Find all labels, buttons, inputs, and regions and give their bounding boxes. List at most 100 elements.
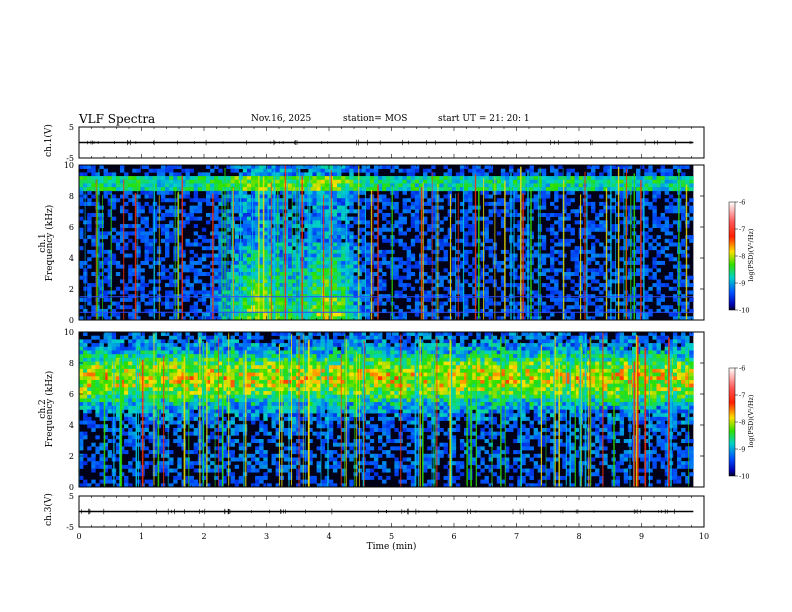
spectrogram-cell	[324, 179, 330, 184]
spectrogram-cell	[320, 290, 326, 295]
spectrogram-cell	[103, 354, 108, 359]
spectrogram-cell	[103, 446, 108, 451]
spectrogram-cell	[574, 283, 579, 288]
spectrogram-cell	[177, 383, 182, 388]
spectrogram-cell	[291, 238, 297, 243]
spectrogram-cell	[513, 242, 518, 247]
spectrogram-cell	[197, 201, 203, 206]
spectrogram-cell	[496, 176, 502, 181]
spectrogram-cell	[414, 165, 420, 169]
spectrogram-cell	[165, 387, 170, 392]
spectrogram-cell	[267, 172, 272, 177]
spectrogram-cell	[451, 297, 457, 302]
spectrogram-cell	[484, 179, 489, 184]
spectrogram-cell	[660, 294, 666, 299]
spectrogram-cell	[242, 227, 248, 232]
spectrogram-cell	[173, 383, 178, 388]
spectrogram-cell	[107, 398, 113, 403]
spectrogram-cell	[83, 361, 88, 366]
spectrogram-cell	[496, 316, 502, 321]
date-label: Nov.16, 2025	[251, 114, 312, 124]
spectrogram-cell	[259, 316, 264, 321]
spectrogram-cell	[570, 198, 575, 203]
spectrogram-cell	[201, 246, 207, 251]
spectrogram-cell	[660, 305, 666, 310]
spectrogram-cell	[173, 176, 178, 181]
spectrogram-cell	[648, 227, 653, 232]
spectrogram-cell	[410, 172, 416, 177]
spectrogram-cell	[165, 179, 170, 184]
spectrogram-cell	[111, 227, 117, 232]
spectrogram-cell	[152, 372, 158, 377]
spectrogram-cell	[406, 253, 412, 258]
spectrogram-cell	[124, 479, 129, 484]
spectrogram-cell	[345, 297, 350, 302]
spectrogram-cell	[644, 294, 649, 299]
spectrogram-cell	[685, 235, 690, 240]
spectrogram-cell	[136, 201, 141, 206]
spectrogram-cell	[468, 190, 473, 195]
spectrogram-cell	[173, 361, 178, 366]
spectrogram-cell	[337, 283, 342, 288]
spectrogram-cell	[128, 442, 133, 447]
spectrogram-cell	[398, 168, 403, 173]
spectrogram-cell	[99, 409, 104, 414]
spectrogram-cell	[394, 268, 399, 273]
spectrogram-cell	[165, 235, 170, 240]
spectrogram-cell	[132, 272, 137, 277]
spectrogram-cell	[496, 209, 502, 214]
spectrogram-cell	[91, 398, 96, 403]
spectrogram-cell	[279, 305, 285, 310]
spectrogram-cell	[611, 209, 616, 214]
spectrogram-cell	[296, 231, 301, 236]
spectrogram-cell	[79, 376, 84, 381]
spectrogram-cell	[177, 405, 182, 410]
spectrogram-cell	[468, 308, 473, 313]
spectrogram-cell	[79, 394, 84, 399]
spectrogram-cell	[513, 179, 518, 184]
spectrogram-cell	[140, 332, 145, 336]
spectrogram-cell	[287, 224, 293, 229]
spectrogram-cell	[169, 179, 174, 184]
spectrogram-cell	[119, 297, 125, 302]
spectrogram-cell	[345, 194, 350, 199]
spectrogram-cell	[517, 183, 522, 188]
spectrogram-cell	[201, 283, 207, 288]
spectrogram-cell	[177, 416, 182, 421]
spectrogram-cell	[562, 283, 567, 288]
spectrogram-cell	[570, 316, 575, 321]
spectrogram-cell	[279, 312, 285, 317]
spectrogram-cell	[107, 361, 113, 366]
spectrogram-cell	[468, 272, 473, 277]
spectrogram-cell	[455, 172, 461, 177]
spectrogram-cell	[607, 246, 612, 251]
spectrogram-cell	[132, 346, 137, 351]
spectrogram-cell	[95, 461, 100, 466]
spectrogram-cell	[148, 439, 154, 444]
spectrogram-cell	[427, 179, 432, 184]
spectrogram-cell	[124, 194, 129, 199]
spectrogram-cell	[173, 475, 178, 480]
spectrogram-cell	[185, 391, 190, 396]
spectrogram-cell	[87, 198, 92, 203]
spectrogram-cell	[423, 305, 428, 310]
spectrogram-cell	[488, 187, 493, 192]
spectrogram-cell	[156, 187, 162, 192]
spectrogram-cell	[562, 194, 567, 199]
spectrogram-cell	[476, 176, 481, 181]
spectrogram-cell	[152, 439, 158, 444]
spectrogram-cell	[427, 176, 432, 181]
spectrogram-cell	[148, 308, 154, 313]
spectrogram-cell	[95, 346, 100, 351]
spectrogram-cell	[341, 268, 346, 273]
spectrogram-cell	[689, 198, 694, 203]
spectrogram-cell	[246, 216, 252, 221]
spectrogram-cell	[427, 198, 432, 203]
spectrogram-cell	[361, 283, 367, 288]
spectrogram-cell	[496, 268, 502, 273]
spectrogram-cell	[160, 376, 166, 381]
spectrogram-cell	[218, 201, 223, 206]
spectrogram-cell	[431, 187, 436, 192]
spectrogram-cell	[197, 268, 203, 273]
spectrogram-cell	[439, 183, 444, 188]
